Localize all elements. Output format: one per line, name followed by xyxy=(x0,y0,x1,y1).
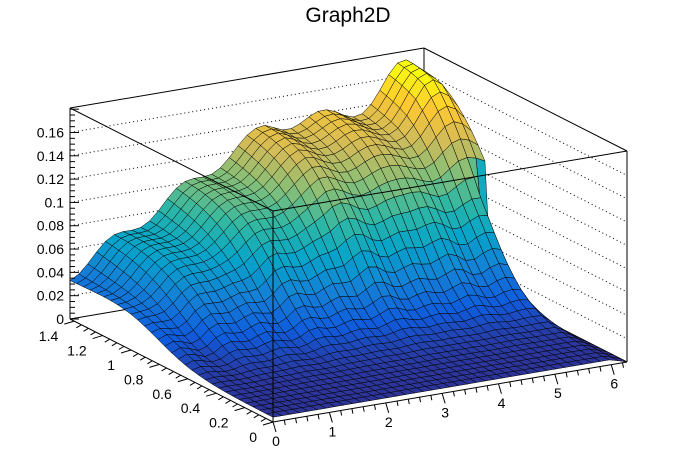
x-tick xyxy=(554,374,559,385)
y-tick xyxy=(92,335,103,340)
y-tick-label: 0.4 xyxy=(181,400,201,416)
x-tick xyxy=(430,395,433,401)
box-edge xyxy=(69,318,274,423)
y-tick xyxy=(120,349,132,354)
x-tick-label: 3 xyxy=(441,404,449,420)
y-tick xyxy=(111,342,118,347)
x-tick xyxy=(317,414,320,420)
y-tick xyxy=(64,320,75,325)
x-tick xyxy=(452,391,455,397)
y-tick xyxy=(225,399,231,404)
y-tick xyxy=(147,360,153,365)
x-tick xyxy=(272,421,277,433)
x-tick xyxy=(622,362,624,368)
z-tick-label: 0.1 xyxy=(45,194,65,210)
x-tick-label: 2 xyxy=(385,414,393,430)
x-tick xyxy=(509,381,512,387)
z-tick-label: 0.08 xyxy=(37,218,64,234)
y-tick xyxy=(76,324,82,329)
y-tick xyxy=(262,421,274,426)
x-tick xyxy=(497,383,502,394)
y-tick-label: 0.6 xyxy=(152,386,172,402)
box-edge xyxy=(272,150,628,212)
y-tick xyxy=(118,345,125,350)
x-tick xyxy=(419,397,422,403)
x-tick-label: 4 xyxy=(498,395,506,411)
x-tick xyxy=(385,402,390,414)
x-tick xyxy=(464,389,467,395)
z-tick-label: 0.16 xyxy=(37,124,64,140)
x-tick-label: 1 xyxy=(328,423,336,439)
y-tick-label: 0 xyxy=(249,429,257,445)
x-tick xyxy=(407,398,410,405)
x-tick xyxy=(396,400,399,407)
z-tick-label: 0.14 xyxy=(37,148,64,164)
z-tick-label: 0 xyxy=(56,311,64,327)
y-tick xyxy=(177,378,188,383)
x-tick xyxy=(328,412,333,423)
z-tick-label: 0.02 xyxy=(37,288,64,304)
z-tick-label: 0.12 xyxy=(37,171,64,187)
box-edge xyxy=(272,361,628,423)
y-tick xyxy=(168,371,174,376)
y-tick xyxy=(132,353,139,358)
y-tick xyxy=(234,407,245,412)
y-tick xyxy=(246,410,252,415)
x-tick xyxy=(283,419,286,426)
x-tick xyxy=(486,385,489,391)
y-tick xyxy=(139,356,146,361)
y-tick xyxy=(189,381,196,386)
y-tick-label: 0.8 xyxy=(124,371,144,387)
x-tick xyxy=(340,410,343,416)
y-tick xyxy=(206,392,217,397)
surface xyxy=(69,59,628,418)
y-tick xyxy=(175,374,181,379)
x-tick xyxy=(373,404,376,410)
x-tick xyxy=(543,376,546,382)
x-tick-label: 6 xyxy=(610,376,618,392)
y-tick xyxy=(161,367,167,372)
axes: 0 0.02 0.04 0.06 0.08 0.1 0.12 0.14 0.16 0 0.2 0.4 0… xyxy=(37,108,624,449)
y-tick xyxy=(196,385,203,390)
x-tick xyxy=(475,387,478,393)
x-tick xyxy=(599,366,602,372)
box-edge xyxy=(69,47,425,109)
x-tick xyxy=(295,418,298,424)
box-edge xyxy=(423,47,628,152)
y-tick-label: 0.2 xyxy=(209,415,229,431)
y-tick xyxy=(83,327,89,332)
y-tick xyxy=(203,389,210,394)
x-tick-label: 5 xyxy=(554,385,562,401)
z-tick-label: 0.06 xyxy=(37,241,64,257)
chart-title: Graph2D xyxy=(305,4,391,27)
x-tick xyxy=(610,364,615,375)
x-tick xyxy=(588,368,591,374)
y-tick-label: 1.2 xyxy=(67,343,87,359)
x-tick xyxy=(565,372,568,378)
x-tick xyxy=(576,370,579,376)
y-tick xyxy=(232,403,238,408)
x-tick-label: 0 xyxy=(272,433,280,449)
frame-box xyxy=(69,107,628,422)
y-tick xyxy=(104,338,111,343)
x-tick xyxy=(520,379,523,386)
box-edge xyxy=(69,107,274,212)
x-tick xyxy=(441,393,446,404)
y-tick xyxy=(149,363,160,368)
x-tick xyxy=(351,408,354,414)
y-tick-label: 1 xyxy=(107,357,115,373)
x-tick xyxy=(362,406,365,412)
y-tick xyxy=(90,331,96,336)
y-tick xyxy=(218,396,224,401)
y-tick xyxy=(260,417,267,422)
z-tick-label: 0.04 xyxy=(37,264,64,280)
y-tick-label: 1.4 xyxy=(39,328,59,344)
surface-patch xyxy=(265,411,283,418)
y-tick xyxy=(253,414,260,419)
x-tick xyxy=(306,416,309,422)
x-tick xyxy=(531,377,534,384)
